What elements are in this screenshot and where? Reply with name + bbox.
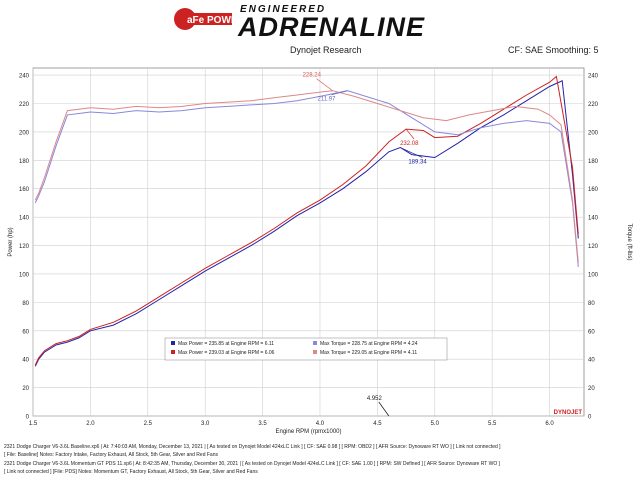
annotation-pointer (331, 90, 348, 96)
series-line-4 (34, 90, 579, 263)
series-line-2 (34, 75, 579, 366)
x-tick-label: 3.0 (201, 421, 210, 427)
y-tick-label-left: 80 (22, 301, 29, 307)
x-tick-label: 6.0 (545, 421, 554, 427)
y-tick-label-right: 20 (588, 386, 595, 392)
footer-run2-details: 2321 Dodge Charger V6-3.6L Momentum GT P… (4, 461, 500, 467)
y-tick-label-right: 200 (588, 130, 599, 136)
y-axis-label-right: Torque (ft-lbs) (626, 223, 632, 260)
y-tick-label-left: 160 (19, 187, 30, 193)
footer-run1-details: 2321 Dodge Charger V6-3.6L Baseline.xp6 … (4, 444, 501, 450)
annotation-pointer (405, 128, 415, 140)
annotation-label: 232.08 (400, 141, 419, 147)
y-tick-label-right: 0 (588, 415, 592, 421)
x-tick-label: 2.5 (144, 421, 153, 427)
x-axis-label: Engine RPM (rpmx1000) (275, 429, 341, 435)
footer-run2-notes: [ Link not connected ] [File: PDS] Notes… (4, 469, 258, 475)
legend-entry: Max Torque = 228.75 at Engine RPM = 4.24 (320, 341, 418, 347)
y-tick-label-left: 240 (19, 74, 30, 80)
series-line-1 (34, 80, 579, 367)
legend-swatch (171, 350, 175, 354)
y-tick-label-left: 100 (19, 272, 30, 278)
x-tick-label: 1.5 (29, 421, 38, 427)
logo-wordmark: ADRENALINE (238, 12, 426, 42)
y-tick-label-left: 0 (26, 415, 30, 421)
y-tick-label-left: 200 (19, 130, 30, 136)
y-tick-label-left: 60 (22, 329, 29, 335)
x-tick-label: 4.5 (373, 421, 382, 427)
rpm-marker-line (378, 401, 390, 417)
legend-swatch (313, 350, 317, 354)
svg-text:aFe POWER: aFe POWER (187, 15, 234, 26)
plot-area (32, 67, 585, 417)
y-axis-label-left: Power (hp) (8, 227, 14, 256)
y-tick-label-right: 60 (588, 329, 595, 335)
rpm-marker-label: 4.952 (367, 396, 383, 402)
y-tick-label-right: 100 (588, 272, 599, 278)
annotation-label: 211.97 (318, 97, 337, 103)
series-line-3 (34, 90, 579, 267)
x-tick-label: 3.5 (258, 421, 267, 427)
logo-tagline: ENGINEERED (240, 4, 327, 15)
y-tick-label-left: 220 (19, 102, 30, 108)
y-tick-label-left: 140 (19, 216, 30, 222)
annotation-pointer (400, 147, 423, 158)
dyno-chart: 0 0 20 20 40 40 60 60 80 80 100 100 120 120 140 140 160 1… (8, 67, 632, 435)
correction-factor-label: CF: SAE Smoothing: 5 (508, 45, 599, 55)
legend-entry: Max Torque = 229.05 at Engine RPM = 4.11 (320, 350, 417, 356)
x-tick-label: 5.5 (488, 421, 497, 427)
footer-run1-notes: [ File: Baseline] Notes: Factory Intake,… (4, 452, 218, 458)
y-tick-label-right: 80 (588, 301, 595, 307)
x-tick-label: 5.0 (431, 421, 440, 427)
legend-box (164, 337, 448, 361)
annotation-label: 189.34 (408, 160, 427, 166)
y-tick-label-right: 240 (588, 74, 599, 80)
legend-swatch (313, 341, 317, 345)
legend-entry: Max Power = 239.03 at Engine RPM = 6.06 (178, 350, 275, 356)
y-tick-label-right: 140 (588, 216, 599, 222)
annotation-pointer (316, 78, 333, 92)
legend-swatch (171, 341, 175, 345)
y-tick-label-right: 120 (588, 244, 599, 250)
y-tick-label-left: 40 (22, 358, 29, 364)
y-tick-label-left: 20 (22, 386, 29, 392)
legend-entry: Max Power = 235.85 at Engine RPM = 6.11 (178, 341, 274, 347)
y-tick-label-right: 220 (588, 102, 599, 108)
dynojet-watermark: DYNOJET (554, 410, 583, 416)
annotation-label: 228.24 (303, 73, 322, 79)
y-tick-label-right: 160 (588, 187, 599, 193)
dyno-source-label: Dynojet Research (290, 45, 362, 55)
y-tick-label-left: 180 (19, 159, 30, 165)
y-tick-label-left: 120 (19, 244, 30, 250)
x-tick-label: 2.0 (86, 421, 95, 427)
afe-logo-icon: aFe POWER (174, 8, 234, 30)
y-tick-label-right: 180 (588, 159, 599, 165)
y-tick-label-right: 40 (588, 358, 595, 364)
x-tick-label: 4.0 (316, 421, 325, 427)
header: aFe POWER ENGINEERED ADRENALINE Dynojet … (0, 0, 640, 62)
